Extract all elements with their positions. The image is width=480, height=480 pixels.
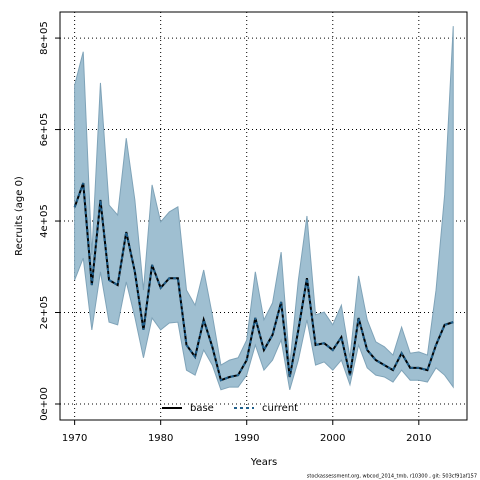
caption: stockassessment.org, wbcod_2014_tmb, r10…	[307, 474, 477, 480]
y-tick-label: 4e+05	[39, 204, 50, 238]
y-axis-label: Recruits (age 0)	[14, 176, 25, 256]
legend-label: current	[262, 403, 298, 414]
plot-frame	[59, 11, 468, 421]
x-axis-label: Years	[250, 457, 277, 468]
y-tick-label: 2e+05	[39, 296, 50, 330]
x-tick-label: 1990	[234, 433, 259, 444]
legend-label: base	[190, 403, 214, 414]
x-tick-label: 1970	[62, 433, 87, 444]
x-tick-label: 2000	[320, 433, 345, 444]
series-line	[73, 182, 454, 382]
x-tick-label: 2010	[406, 433, 431, 444]
x-tick-label: 1980	[148, 433, 173, 444]
y-tick-label: 6e+05	[39, 113, 50, 147]
confidence-band	[74, 26, 454, 391]
y-tick-label: 0e+00	[39, 387, 50, 421]
y-tick-label: 8e+05	[39, 21, 50, 55]
